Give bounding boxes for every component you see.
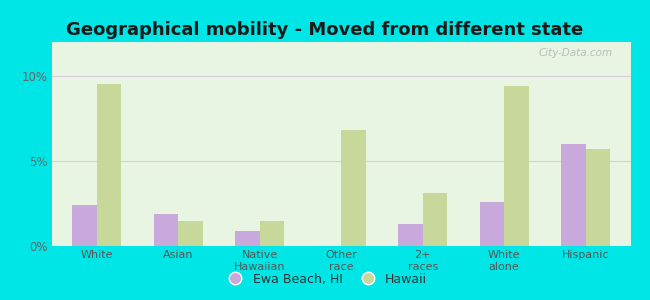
Bar (422, 193, 447, 246)
Bar (72, 205, 97, 246)
Bar (398, 224, 422, 246)
Bar (504, 86, 528, 246)
Bar (235, 231, 260, 246)
Text: Geographical mobility - Moved from different state: Geographical mobility - Moved from diffe… (66, 21, 584, 39)
Bar (97, 85, 122, 246)
Bar (586, 149, 610, 246)
Legend: Ewa Beach, HI, Hawaii: Ewa Beach, HI, Hawaii (218, 268, 432, 291)
Text: City-Data.com: City-Data.com (539, 48, 613, 58)
Bar (260, 220, 284, 246)
Bar (480, 202, 504, 246)
Bar (178, 220, 203, 246)
Bar (341, 130, 366, 246)
Bar (561, 144, 586, 246)
Bar (154, 214, 178, 246)
